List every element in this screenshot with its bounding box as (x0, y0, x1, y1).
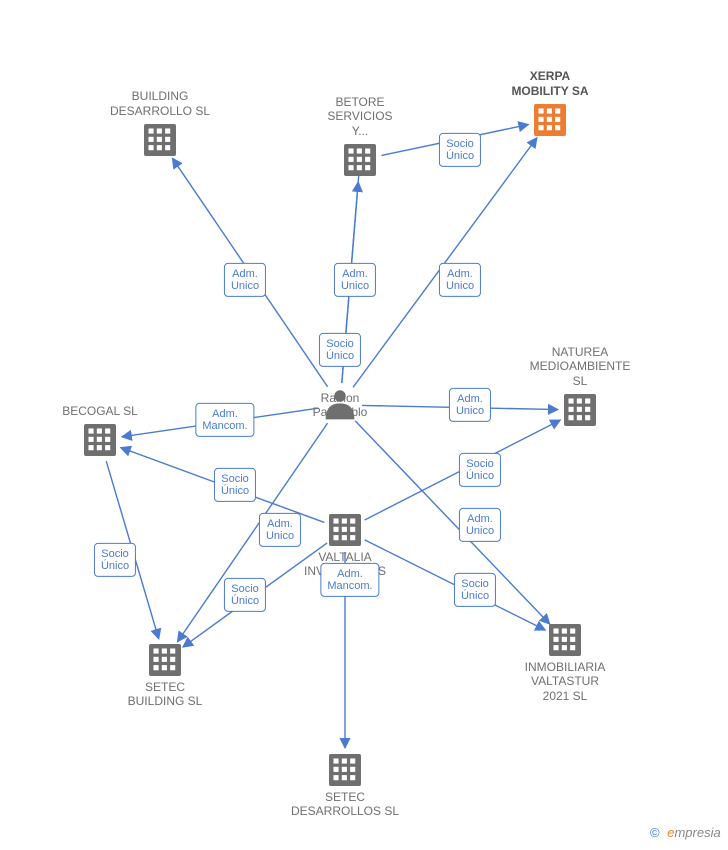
node-building_desarrollo[interactable] (144, 124, 176, 156)
edge (365, 540, 546, 630)
edge (353, 138, 537, 388)
edge (106, 461, 159, 639)
node-inmobiliaria[interactable] (549, 624, 581, 656)
edge (382, 125, 529, 156)
brand-rest: mpresia (674, 825, 720, 840)
node-ramon[interactable] (326, 390, 355, 419)
copyright-symbol: © (650, 825, 660, 840)
node-setec_desarrollos[interactable] (329, 754, 361, 786)
node-naturea[interactable] (564, 394, 596, 426)
node-betore[interactable] (344, 144, 376, 176)
node-valtalia[interactable] (329, 514, 361, 546)
node-becogal[interactable] (84, 424, 116, 456)
edge (122, 408, 318, 437)
edge (365, 420, 561, 520)
watermark: © empresia (650, 825, 721, 840)
network-canvas (0, 0, 728, 850)
edge (362, 405, 558, 409)
node-xerpa[interactable] (534, 104, 566, 136)
edge (355, 421, 550, 624)
edge (183, 543, 327, 647)
edge (342, 160, 360, 383)
edge (121, 448, 325, 523)
node-setec_building[interactable] (149, 644, 181, 676)
edge (177, 423, 327, 642)
edge (172, 158, 327, 387)
